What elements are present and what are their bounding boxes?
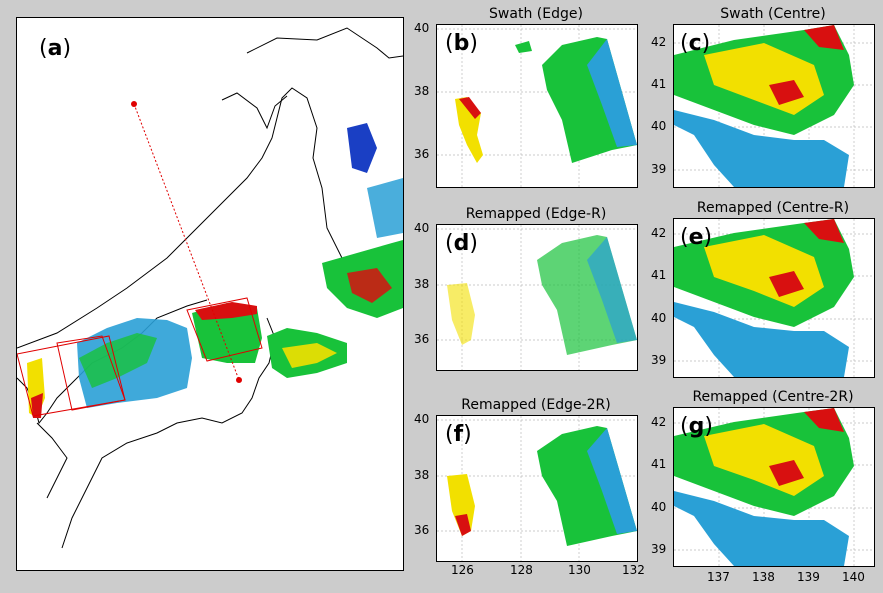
centre-ytick-g-1: 41 — [651, 457, 667, 471]
coastline-sakhalin — [221, 92, 288, 130]
centre-ytick-e-1: 41 — [651, 268, 667, 282]
remapped-centre-r-panel: (e) — [673, 218, 875, 378]
edge-ytick-b-0: 40 — [414, 21, 430, 35]
edge-xtick-0: 126 — [451, 563, 474, 577]
centre-swath-box — [186, 297, 263, 362]
edge-ytick-d-0: 40 — [414, 221, 430, 235]
remapped-centre-2r-red — [769, 408, 844, 486]
remapped-centre-2r-panel: (g) — [673, 407, 875, 567]
centre-ytick-c-2: 40 — [651, 119, 667, 133]
swath-edge-plot — [437, 25, 637, 187]
swath-east-coast-yellow — [282, 343, 337, 368]
swath-edge-panel: (b) — [436, 24, 638, 188]
centre-ytick-e-0: 42 — [651, 226, 667, 240]
edge-xtick-3: 132 — [622, 563, 645, 577]
track-end-point — [236, 377, 242, 383]
centre-ytick-g-0: 42 — [651, 415, 667, 429]
panel-title-b: Swath (Edge) — [489, 6, 583, 22]
edge-xtick-1: 128 — [510, 563, 533, 577]
centre-xtick-3: 140 — [842, 570, 865, 584]
swath-pacific-east — [367, 178, 403, 238]
edge-ytick-b-1: 38 — [414, 84, 430, 98]
remapped-edge-2r-korea-red — [455, 514, 471, 536]
swath-korea-strait-green — [79, 333, 157, 388]
panel-label-b: (b) — [445, 31, 478, 56]
panel-label-e: (e) — [680, 225, 713, 250]
overview-map — [17, 27, 403, 549]
edge-ytick-d-1: 38 — [414, 277, 430, 291]
swath-sea-of-japan-red — [195, 302, 257, 320]
panel-title-d: Remapped (Edge-R) — [465, 206, 607, 222]
remapped-edge-r-korea — [447, 283, 475, 345]
centre-ytick-e-2: 40 — [651, 311, 667, 325]
swath-edge-korea-red — [459, 97, 481, 119]
panel-title-c: Swath (Centre) — [720, 6, 826, 22]
centre-ytick-c-1: 41 — [651, 77, 667, 91]
edge-xtick-2: 130 — [568, 563, 591, 577]
panel-label-c: (c) — [680, 31, 711, 56]
panel-title-g: Remapped (Centre-2R) — [692, 389, 854, 405]
swath-korea-west-red — [31, 393, 43, 418]
centre-xtick-2: 139 — [797, 570, 820, 584]
satellite-track — [133, 103, 240, 381]
centre-ytick-g-2: 40 — [651, 500, 667, 514]
centre-ytick-c-0: 42 — [651, 35, 667, 49]
remapped-centre-r-plot — [674, 219, 874, 377]
swath-centre-panel: (c) — [673, 24, 875, 188]
centre-xtick-0: 137 — [707, 570, 730, 584]
edge-ytick-f-1: 38 — [414, 468, 430, 482]
centre-ytick-c-3: 39 — [651, 162, 667, 176]
swath-edge-patch — [515, 41, 532, 53]
coastline-kyushu — [36, 422, 68, 499]
panel-label-a: (a) — [39, 36, 72, 61]
edge-swath-box-2 — [56, 335, 126, 411]
remapped-centre-2r-south — [674, 491, 849, 566]
edge-ytick-f-2: 36 — [414, 523, 430, 537]
remapped-edge-2r-panel: (f) — [436, 415, 638, 562]
panel-label-f: (f) — [445, 422, 472, 447]
track-start-point — [131, 101, 137, 107]
centre-ytick-g-3: 39 — [651, 542, 667, 556]
edge-ytick-f-0: 40 — [414, 412, 430, 426]
coastline-mainland — [17, 87, 403, 349]
remapped-centre-r-red — [769, 219, 844, 297]
centre-ytick-e-3: 39 — [651, 353, 667, 367]
panel-title-f: Remapped (Edge-2R) — [461, 397, 611, 413]
panel-label-g: (g) — [680, 414, 713, 439]
panel-title-e: Remapped (Centre-R) — [696, 200, 850, 216]
remapped-centre-r-south — [674, 302, 849, 377]
remapped-edge-2r-blue — [587, 428, 637, 534]
swath-centre-plot — [674, 25, 874, 187]
swath-centre-red — [769, 25, 844, 105]
remapped-edge-2r-plot — [437, 416, 637, 561]
coastline-japan — [61, 317, 276, 549]
remapped-edge-r-plot — [437, 225, 637, 370]
remapped-edge-r-blue — [587, 237, 637, 343]
panel-label-d: (d) — [445, 231, 478, 256]
remapped-edge-r-panel: (d) — [436, 224, 638, 371]
swath-edge-main-blue — [587, 39, 637, 147]
swath-pacific-blue — [347, 123, 377, 173]
swath-centre-south — [674, 110, 849, 187]
centre-xtick-1: 138 — [752, 570, 775, 584]
remapped-centre-2r-plot — [674, 408, 874, 566]
swath-pacific-north-red — [347, 268, 392, 303]
coastline-russia — [246, 27, 403, 59]
edge-ytick-b-2: 36 — [414, 147, 430, 161]
edge-ytick-d-2: 36 — [414, 332, 430, 346]
overview-map-panel: (a) — [16, 17, 404, 571]
